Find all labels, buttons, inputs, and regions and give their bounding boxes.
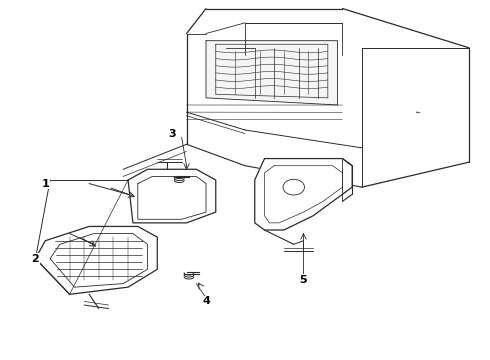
Text: $\leftarrow$: $\leftarrow$ — [414, 108, 421, 116]
Text: 5: 5 — [300, 275, 307, 285]
Text: 4: 4 — [202, 296, 210, 306]
Polygon shape — [128, 169, 216, 223]
Text: 1: 1 — [41, 179, 49, 189]
Polygon shape — [206, 41, 338, 105]
Text: 2: 2 — [32, 253, 39, 264]
Text: 3: 3 — [168, 129, 176, 139]
Polygon shape — [35, 226, 157, 294]
Polygon shape — [255, 158, 352, 230]
